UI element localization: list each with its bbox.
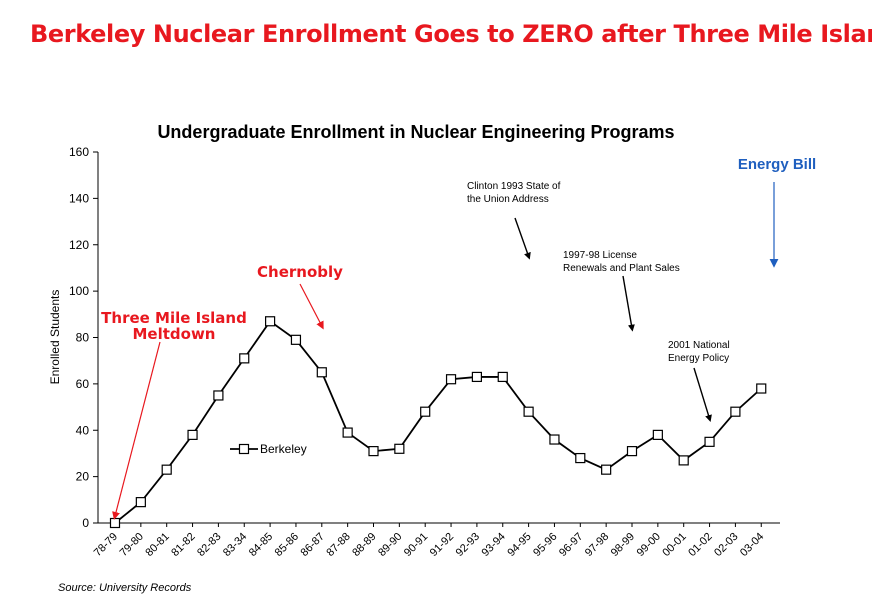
x-tick-label: 03-04 — [738, 531, 766, 559]
annotation-license: 1997-98 License Renewals and Plant Sales — [563, 250, 680, 332]
annotation-label: Energy Bill — [738, 156, 816, 173]
y-tick-label: 60 — [76, 377, 90, 391]
data-point — [394, 443, 405, 454]
x-tick-label: 97-98 — [583, 531, 611, 559]
annotation-arrow — [299, 283, 324, 330]
annotation-chernobyl: Chernobly — [257, 263, 343, 330]
data-point — [601, 464, 612, 475]
data-point — [342, 427, 353, 438]
x-tick-label: 86-87 — [299, 531, 327, 559]
data-point — [678, 455, 689, 466]
data-point — [575, 452, 586, 464]
annotation-energybill: Energy Bill — [738, 156, 816, 268]
x-tick-label: 91-92 — [428, 531, 456, 559]
data-point — [445, 374, 457, 385]
data-point — [239, 353, 250, 364]
annotation-label: Meltdown — [133, 325, 216, 343]
x-tick-label: 79-80 — [118, 531, 146, 559]
x-tick-label: 87-88 — [324, 531, 352, 559]
x-tick-label: 96-97 — [557, 531, 585, 559]
data-point — [135, 497, 146, 508]
annotation-arrow — [693, 367, 712, 423]
legend-label: Berkeley — [260, 442, 307, 456]
x-tick-label: 99-00 — [635, 531, 663, 559]
data-point — [109, 517, 121, 529]
x-tick-label: 84-85 — [247, 531, 275, 559]
source-note: Source: University Records — [58, 582, 192, 594]
y-tick-label: 0 — [82, 516, 89, 530]
x-tick-label: 88-89 — [350, 531, 378, 559]
y-tick-label: 20 — [76, 470, 90, 484]
data-point — [704, 436, 715, 447]
data-point — [756, 383, 767, 394]
data-point — [549, 434, 560, 445]
annotation-arrow — [514, 217, 531, 260]
data-point — [290, 334, 302, 345]
data-point — [523, 406, 534, 417]
data-point — [213, 390, 224, 401]
x-tick-label: 00-01 — [660, 531, 688, 559]
annotation-label: 2001 National — [668, 340, 730, 351]
x-tick-label: 01-02 — [686, 531, 714, 559]
x-tick-label: 94-95 — [505, 531, 533, 559]
x-tick-label: 85-86 — [273, 531, 301, 559]
annotation-clinton: Clinton 1993 State of the Union Address — [467, 181, 561, 260]
y-tick-label: 80 — [76, 331, 90, 345]
data-point — [368, 446, 379, 457]
y-tick-label: 140 — [69, 191, 89, 205]
data-point — [161, 464, 172, 475]
x-tick-label: 80-81 — [143, 531, 171, 559]
legend-marker — [238, 443, 250, 455]
data-point — [626, 446, 638, 457]
data-point — [316, 367, 327, 378]
x-tick-label: 90-91 — [402, 531, 430, 559]
x-tick-label: 89-90 — [376, 531, 404, 559]
x-tick-label: 02-03 — [712, 531, 740, 559]
x-tick-label: 92-93 — [454, 531, 482, 559]
data-point — [265, 316, 276, 327]
x-tick-label: 95-96 — [531, 531, 559, 559]
annotation-label: Three Mile Island — [101, 309, 247, 327]
annotation-label: Chernobly — [257, 263, 343, 281]
annotation-nep: 2001 National Energy Policy — [668, 340, 730, 423]
annotation-label: Renewals and Plant Sales — [563, 263, 680, 274]
y-tick-label: 100 — [69, 284, 89, 298]
data-point — [420, 406, 431, 417]
y-tick-label: 40 — [76, 423, 90, 437]
x-tick-label: 98-99 — [609, 531, 637, 559]
x-tick-label: 78-79 — [92, 531, 120, 559]
data-point — [652, 429, 663, 440]
annotation-label: 1997-98 License — [563, 250, 637, 261]
y-axis-label: Enrolled Students — [48, 290, 62, 385]
annotation-label: Clinton 1993 State of — [467, 181, 561, 192]
x-tick-label: 81-82 — [169, 531, 197, 559]
annotation-arrow — [622, 275, 635, 332]
data-point — [730, 406, 741, 417]
annotation-arrow — [112, 341, 161, 520]
y-tick-label: 120 — [69, 238, 89, 252]
series-line-berkeley — [114, 320, 762, 524]
chart-title: Undergraduate Enrollment in Nuclear Engi… — [157, 122, 674, 142]
x-tick-label: 82-83 — [195, 531, 223, 559]
data-point — [187, 429, 198, 440]
x-tick-label: 83-34 — [221, 531, 249, 559]
headline: Berkeley Nuclear Enrollment Goes to ZERO… — [30, 20, 872, 48]
x-tick-label: 93-94 — [479, 531, 507, 559]
annotation-label: the Union Address — [467, 194, 549, 205]
annotation-label: Energy Policy — [668, 353, 729, 364]
data-point — [497, 371, 508, 383]
y-tick-label: 160 — [69, 145, 89, 159]
data-point — [471, 371, 482, 383]
